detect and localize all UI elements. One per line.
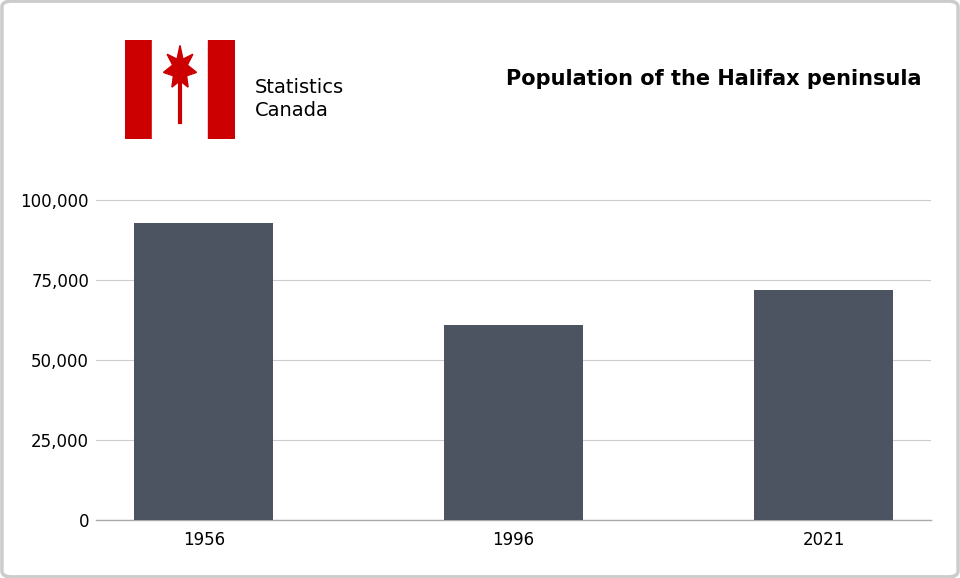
Polygon shape [163,45,197,87]
Bar [207,40,235,139]
Bar [125,40,153,139]
Text: Canada: Canada [254,101,328,120]
Bar [134,223,274,520]
Bar [444,325,584,520]
Bar [754,290,893,520]
Bar [153,40,207,139]
Text: Population of the Halifax peninsula: Population of the Halifax peninsula [506,69,922,90]
Text: Statistics: Statistics [254,78,344,97]
